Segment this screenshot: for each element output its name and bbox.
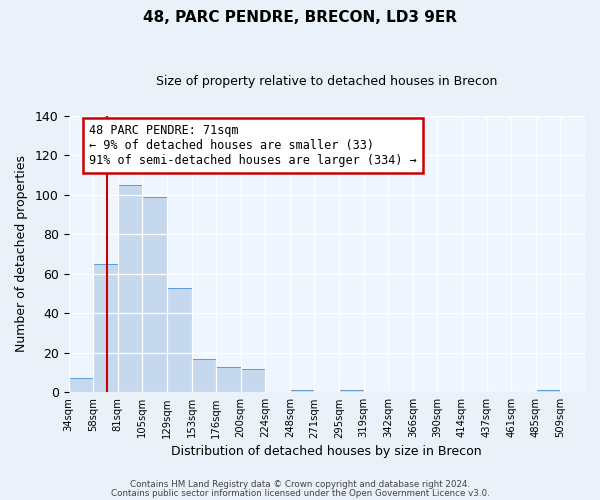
- Bar: [118, 184, 142, 392]
- Bar: [241, 368, 265, 392]
- Bar: [93, 264, 118, 392]
- Title: Size of property relative to detached houses in Brecon: Size of property relative to detached ho…: [156, 75, 497, 88]
- Bar: [167, 288, 191, 393]
- Text: Contains HM Land Registry data © Crown copyright and database right 2024.: Contains HM Land Registry data © Crown c…: [130, 480, 470, 489]
- Text: Contains public sector information licensed under the Open Government Licence v3: Contains public sector information licen…: [110, 488, 490, 498]
- Text: 48 PARC PENDRE: 71sqm
← 9% of detached houses are smaller (33)
91% of semi-detac: 48 PARC PENDRE: 71sqm ← 9% of detached h…: [89, 124, 417, 167]
- Bar: [216, 366, 241, 392]
- Text: 48, PARC PENDRE, BRECON, LD3 9ER: 48, PARC PENDRE, BRECON, LD3 9ER: [143, 10, 457, 25]
- Bar: [191, 358, 216, 392]
- Y-axis label: Number of detached properties: Number of detached properties: [15, 156, 28, 352]
- Bar: [68, 378, 93, 392]
- Bar: [339, 390, 364, 392]
- Bar: [142, 196, 167, 392]
- X-axis label: Distribution of detached houses by size in Brecon: Distribution of detached houses by size …: [172, 444, 482, 458]
- Bar: [536, 390, 560, 392]
- Bar: [290, 390, 314, 392]
